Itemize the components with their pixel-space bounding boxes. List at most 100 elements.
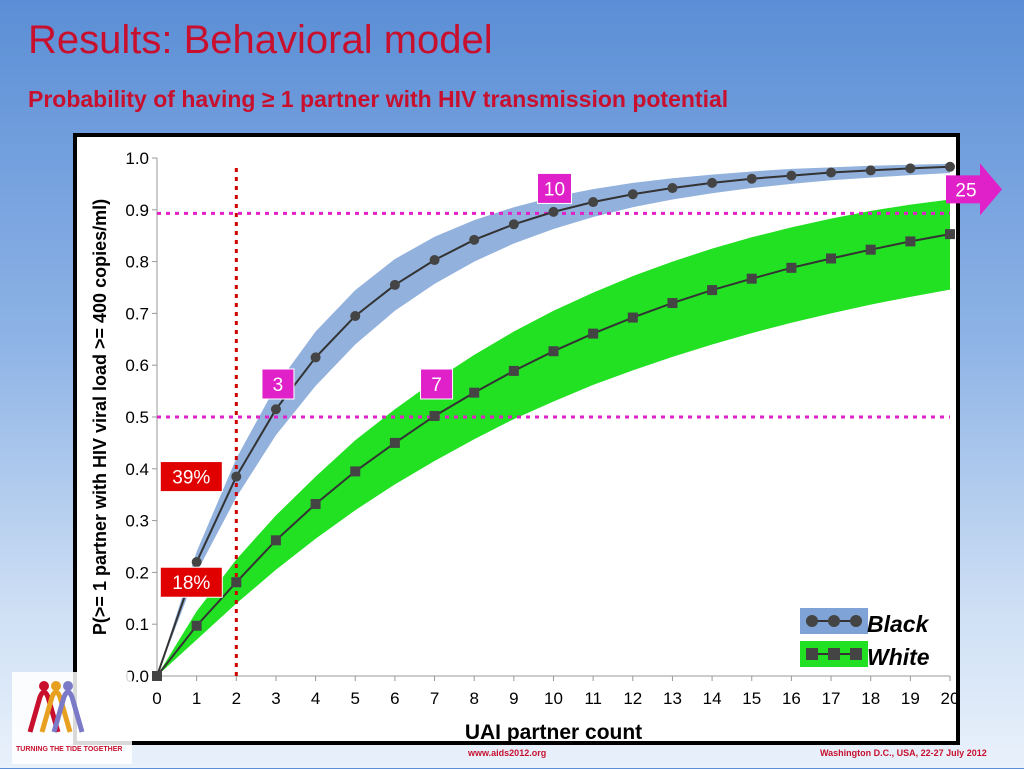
y-axis-label: P(>= 1 partner with HIV viral load >= 40… xyxy=(90,199,110,635)
data-point-black xyxy=(350,310,361,321)
data-point-white xyxy=(270,535,281,546)
annotation-box-7 xyxy=(420,368,454,400)
data-point-black xyxy=(469,234,480,245)
data-point-white xyxy=(231,577,242,588)
x-tick-label: 12 xyxy=(623,689,642,708)
data-point-black xyxy=(707,177,718,188)
x-tick-label: 9 xyxy=(509,689,518,708)
data-point-white xyxy=(350,466,361,477)
annotation-label-39%: 39% xyxy=(172,468,210,489)
legend-marker-white xyxy=(806,648,818,660)
data-point-black xyxy=(429,255,440,266)
x-tick-label: 10 xyxy=(544,689,563,708)
data-point-white xyxy=(469,387,480,398)
annotation-label-3: 3 xyxy=(273,375,284,396)
y-tick-label: 0.7 xyxy=(125,304,149,323)
x-tick-label: 3 xyxy=(271,689,280,708)
x-tick-label: 19 xyxy=(901,689,920,708)
data-point-black xyxy=(231,471,242,482)
data-point-white xyxy=(786,262,797,273)
footer-website[interactable]: www.aids2012.org xyxy=(468,748,547,758)
data-point-black xyxy=(191,557,202,568)
annotation-label-10: 10 xyxy=(544,179,565,200)
data-point-black xyxy=(627,189,638,200)
y-tick-label: 1.0 xyxy=(125,149,149,168)
band-white xyxy=(157,199,950,676)
y-tick-label: 0.6 xyxy=(125,356,149,375)
annotation-box-39% xyxy=(159,461,223,493)
annotation-box-18% xyxy=(159,566,223,598)
data-point-black xyxy=(865,165,876,176)
data-point-black xyxy=(746,173,757,184)
data-point-black xyxy=(548,206,559,217)
data-point-white xyxy=(429,410,440,421)
data-point-black xyxy=(389,279,400,290)
y-tick-label: 0.2 xyxy=(125,563,149,582)
x-tick-label: 16 xyxy=(782,689,801,708)
annotation-arrow-25 xyxy=(946,163,1002,216)
legend-marker-black xyxy=(806,615,818,627)
data-point-white xyxy=(588,328,599,339)
data-point-black xyxy=(588,197,599,208)
y-tick-label: 0.4 xyxy=(125,460,149,479)
data-point-white xyxy=(627,312,638,323)
x-tick-label: 13 xyxy=(663,689,682,708)
x-tick-label: 6 xyxy=(390,689,399,708)
x-tick-label: 4 xyxy=(311,689,320,708)
x-tick-label: 18 xyxy=(861,689,880,708)
x-tick-label: 20 xyxy=(941,689,960,708)
y-tick-label: 0.5 xyxy=(125,408,149,427)
y-tick-label: 0.3 xyxy=(125,512,149,531)
data-point-white xyxy=(389,437,400,448)
x-tick-label: 17 xyxy=(822,689,841,708)
data-point-white xyxy=(945,229,955,240)
data-point-white xyxy=(826,253,837,264)
band-black xyxy=(157,163,950,676)
footer-location-date: Washington D.C., USA, 22-27 July 2012 xyxy=(820,748,987,758)
x-axis-label: UAI partner count xyxy=(465,721,642,744)
data-point-white xyxy=(865,244,876,255)
y-tick-label: 0.8 xyxy=(125,253,149,272)
conference-logo: TURNING THE TIDE TOGETHER xyxy=(12,672,132,764)
x-tick-label: 2 xyxy=(232,689,241,708)
legend-marker-black xyxy=(850,615,862,627)
logo-tagline: TURNING THE TIDE TOGETHER xyxy=(16,746,123,753)
x-tick-label: 0 xyxy=(152,689,161,708)
slide-title: Results: Behavioral model xyxy=(28,18,493,62)
data-point-black xyxy=(786,170,797,181)
ribbon-logo-icon xyxy=(27,681,85,733)
data-point-black xyxy=(667,183,678,194)
x-tick-label: 15 xyxy=(742,689,761,708)
legend-label-white: White xyxy=(867,644,930,670)
data-point-black xyxy=(310,352,321,363)
y-tick-label: 0.1 xyxy=(125,615,149,634)
data-point-white xyxy=(746,273,757,284)
data-point-black xyxy=(826,167,837,178)
x-tick-label: 11 xyxy=(584,689,602,708)
data-point-white xyxy=(152,671,162,681)
x-tick-label: 14 xyxy=(703,689,722,708)
data-point-white xyxy=(707,285,718,296)
data-point-black xyxy=(945,161,955,172)
data-point-black xyxy=(270,404,281,415)
annotation-label-18%: 18% xyxy=(172,573,210,594)
data-point-black xyxy=(905,163,916,174)
data-point-white xyxy=(310,499,321,510)
legend-marker-white xyxy=(850,648,862,660)
data-point-white xyxy=(508,365,519,376)
slide-subtitle: Probability of having ≥ 1 partner with H… xyxy=(28,86,729,112)
annotation-label-25: 25 xyxy=(955,180,976,201)
x-tick-label: 8 xyxy=(469,689,478,708)
x-tick-label: 1 xyxy=(192,689,201,708)
annotation-box-3 xyxy=(261,368,295,400)
legend-label-black: Black xyxy=(867,611,930,637)
legend-marker-white xyxy=(828,648,840,660)
data-point-white xyxy=(191,620,202,631)
data-point-white xyxy=(905,236,916,247)
data-point-white xyxy=(667,298,678,309)
x-tick-label: 7 xyxy=(430,689,439,708)
x-tick-label: 5 xyxy=(351,689,360,708)
data-point-white xyxy=(548,346,559,357)
legend-marker-black xyxy=(828,615,840,627)
